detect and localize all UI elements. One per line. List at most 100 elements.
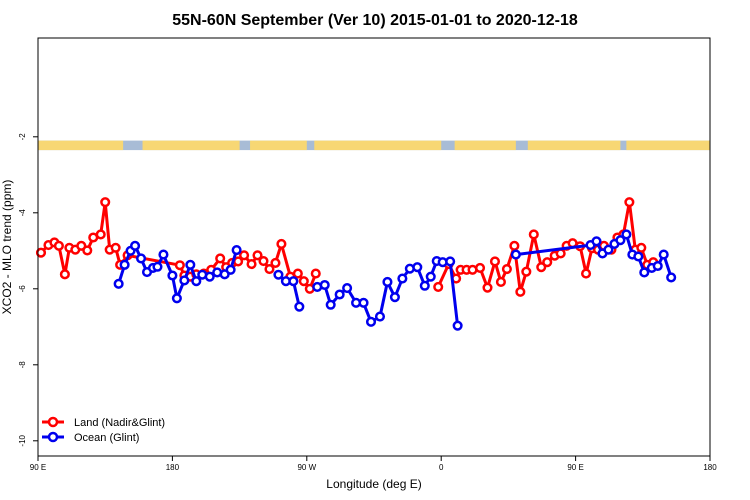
legend-ocean-label: Ocean (Glint) bbox=[74, 432, 139, 444]
data-point bbox=[433, 281, 444, 292]
y-tick-label: -6 bbox=[18, 285, 27, 293]
data-point bbox=[358, 297, 369, 308]
data-point bbox=[270, 257, 281, 269]
data-point bbox=[294, 301, 305, 312]
data-point bbox=[258, 256, 269, 267]
data-point bbox=[113, 278, 124, 289]
x-axis-label: Longitude (deg E) bbox=[326, 477, 421, 491]
data-point bbox=[167, 270, 178, 281]
data-point bbox=[474, 262, 486, 273]
data-point bbox=[325, 299, 336, 310]
land-band-segment bbox=[527, 140, 621, 151]
data-point bbox=[515, 286, 526, 297]
data-point bbox=[82, 245, 93, 256]
land-band-segment bbox=[250, 140, 307, 151]
land-band-segment bbox=[142, 140, 240, 151]
legend-land-label: Land (Nadir&Glint) bbox=[74, 417, 165, 429]
data-point bbox=[397, 273, 408, 284]
data-point bbox=[501, 263, 512, 275]
y-axis-label: XCO2 - MLO trend (ppm) bbox=[0, 180, 14, 315]
x-tick-label: 180 bbox=[703, 463, 717, 472]
legend-ocean-marker bbox=[47, 431, 59, 443]
data-point bbox=[246, 259, 257, 270]
x-tick-label: 90 E bbox=[30, 463, 46, 472]
data-point bbox=[119, 259, 130, 270]
data-point bbox=[542, 257, 553, 268]
data-point bbox=[633, 251, 644, 262]
legend-land-marker bbox=[47, 416, 59, 428]
y-tick-label: -4 bbox=[18, 209, 27, 217]
data-point bbox=[276, 238, 287, 250]
data-point bbox=[666, 272, 677, 283]
x-axis: 90 E 180 90 W 0 90 E 180 bbox=[30, 456, 717, 472]
data-point bbox=[215, 253, 226, 264]
chart-title: 55N-60N September (Ver 10) 2015-01-01 to… bbox=[172, 12, 578, 29]
data-point bbox=[452, 320, 463, 331]
data-point bbox=[412, 262, 423, 273]
data-point bbox=[100, 197, 111, 208]
data-point bbox=[636, 242, 647, 253]
data-point bbox=[658, 249, 669, 260]
data-point bbox=[152, 261, 163, 272]
data-point bbox=[231, 244, 242, 256]
data-point bbox=[536, 262, 547, 273]
x-tick-label: 90 W bbox=[297, 463, 316, 472]
data-point bbox=[365, 316, 377, 327]
data-point bbox=[581, 268, 592, 279]
land-band-segment bbox=[314, 140, 442, 151]
data-point bbox=[288, 276, 299, 287]
x-tick-label: 90 E bbox=[567, 463, 583, 472]
data-point bbox=[264, 263, 275, 275]
data-point bbox=[179, 275, 190, 286]
land-band-segment bbox=[454, 140, 516, 151]
y-tick-label: -8 bbox=[18, 361, 27, 369]
data-point bbox=[374, 311, 386, 322]
x-tick-label: 180 bbox=[166, 463, 180, 472]
data-point bbox=[110, 242, 121, 253]
data-point bbox=[555, 248, 566, 259]
data-point bbox=[204, 271, 215, 282]
data-point bbox=[509, 240, 520, 251]
data-point bbox=[191, 276, 202, 287]
y-tick-label: -10 bbox=[18, 434, 27, 446]
data-point bbox=[239, 250, 250, 261]
data-point bbox=[639, 267, 650, 278]
data-point bbox=[174, 260, 185, 271]
data-point bbox=[342, 282, 353, 294]
data-point bbox=[135, 253, 147, 264]
x-tick-label: 0 bbox=[439, 463, 444, 472]
data-point bbox=[298, 276, 309, 287]
data-point bbox=[225, 264, 236, 275]
data-point bbox=[445, 256, 456, 267]
data-point bbox=[521, 266, 532, 277]
data-point bbox=[171, 293, 182, 304]
land-ocean-band bbox=[38, 140, 710, 151]
data-point bbox=[389, 292, 400, 303]
legend: Land (Nadir&Glint) Ocean (Glint) bbox=[42, 416, 165, 444]
series-1 bbox=[113, 229, 677, 331]
data-point bbox=[510, 249, 521, 260]
data-point bbox=[35, 247, 47, 258]
data-point bbox=[482, 282, 493, 293]
plot-frame bbox=[37, 37, 711, 457]
data-point bbox=[489, 256, 501, 267]
data-point bbox=[603, 244, 614, 255]
series-line bbox=[436, 200, 654, 294]
data-point bbox=[615, 235, 626, 246]
data-point bbox=[319, 279, 330, 291]
data-point bbox=[130, 240, 141, 251]
data-point bbox=[652, 260, 663, 272]
data-point bbox=[528, 229, 539, 240]
land-band-segment bbox=[626, 140, 710, 151]
data-point bbox=[273, 269, 284, 280]
plot-series bbox=[35, 197, 677, 331]
data-point bbox=[158, 249, 169, 260]
y-tick-label: -2 bbox=[18, 133, 27, 141]
data-point bbox=[495, 276, 506, 288]
data-point bbox=[310, 268, 321, 279]
data-point bbox=[591, 236, 602, 247]
data-point bbox=[419, 280, 430, 291]
data-point bbox=[382, 276, 393, 288]
land-band-segment bbox=[38, 140, 124, 151]
